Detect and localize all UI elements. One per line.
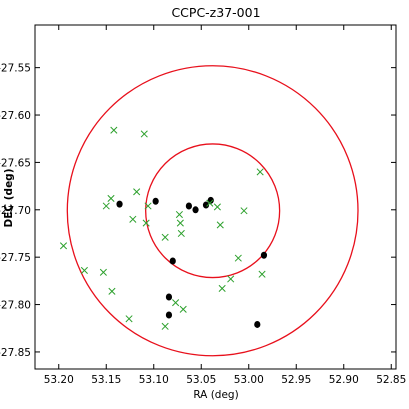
y-tick-label: -27.60 (0, 110, 31, 122)
candidate-galaxy-marker (161, 233, 169, 241)
candidate-galaxy-marker (107, 194, 115, 202)
candidate-galaxy-marker (144, 202, 152, 210)
candidate-galaxy-marker (179, 305, 187, 313)
candidate-galaxy-marker (129, 215, 137, 223)
candidate-galaxy-marker (110, 126, 118, 134)
candidate-galaxy-marker (218, 284, 226, 293)
y-axis-ticks: -27.55 -27.60 -27.65 -27.70 -27.75 -27.80 -27.… (0, 63, 396, 359)
points-layer (59, 126, 268, 330)
y-tick-label: -27.85 (0, 347, 31, 359)
candidate-galaxy-marker (172, 299, 180, 307)
y-tick-label: -27.70 (0, 205, 31, 217)
x-tick-label: 53.05 (186, 374, 216, 386)
y-tick-label: -27.65 (0, 157, 31, 169)
member-galaxy-point (169, 257, 176, 265)
x-tick-label: 53.20 (44, 374, 74, 386)
x-tick-label: 52.85 (376, 374, 406, 386)
candidate-galaxy-marker (142, 219, 150, 227)
candidate-galaxy-marker (99, 268, 107, 276)
member-galaxy-point (165, 293, 173, 301)
y-tick-label: -27.75 (0, 252, 31, 264)
circles-layer (66, 65, 359, 357)
candidate-galaxy-marker (176, 219, 184, 227)
candidate-galaxy-marker (175, 210, 183, 219)
y-tick-label: -27.55 (0, 63, 31, 75)
member-galaxy-point (116, 200, 123, 208)
x-axis-label: RA (deg) (193, 389, 238, 401)
member-galaxy-point (185, 202, 192, 210)
x-tick-label: 53.15 (91, 374, 121, 386)
member-galaxy-point (165, 311, 173, 319)
candidate-galaxy-marker (140, 130, 148, 138)
candidate-galaxy-marker (206, 199, 214, 207)
candidate-galaxy-marker (133, 188, 141, 196)
candidate-galaxy-marker (256, 168, 264, 176)
member-galaxy-point (202, 201, 210, 209)
y-tick-label: -27.80 (0, 300, 31, 312)
candidate-galaxy-marker (258, 270, 266, 278)
candidate-galaxy-marker (177, 229, 185, 238)
y-axis-label: DEC (deg) (3, 168, 15, 227)
candidate-galaxy-marker (161, 322, 169, 330)
member-galaxy-point (260, 251, 268, 259)
candidate-galaxy-marker (213, 203, 221, 211)
plot-frame (34, 24, 397, 370)
candidate-galaxy-marker (125, 315, 133, 323)
candidate-galaxy-marker (108, 287, 116, 295)
candidate-galaxy-marker (216, 221, 224, 229)
candidate-galaxy-marker (234, 254, 242, 262)
member-galaxy-point (192, 206, 199, 214)
candidate-galaxy-marker (240, 207, 248, 215)
radius-circle-1 (145, 143, 281, 279)
x-tick-label: 53.10 (139, 374, 169, 386)
x-tick-label: 52.90 (329, 374, 359, 386)
radius-circle-2 (66, 65, 359, 357)
member-galaxy-point (254, 320, 261, 328)
x-axis-ticks: 53.20 53.15 53.10 53.05 53.00 52.95 52.90 52.85 (44, 25, 406, 386)
candidate-galaxy-marker (80, 266, 88, 274)
x-tick-label: 52.95 (281, 374, 311, 386)
member-galaxy-point (152, 197, 159, 205)
candidate-galaxy-marker (59, 242, 68, 250)
chart-title: CCPC-z37-001 (171, 5, 260, 20)
x-tick-label: 53.00 (234, 374, 264, 386)
candidate-galaxy-marker (102, 202, 110, 210)
candidate-galaxy-marker (227, 275, 235, 283)
